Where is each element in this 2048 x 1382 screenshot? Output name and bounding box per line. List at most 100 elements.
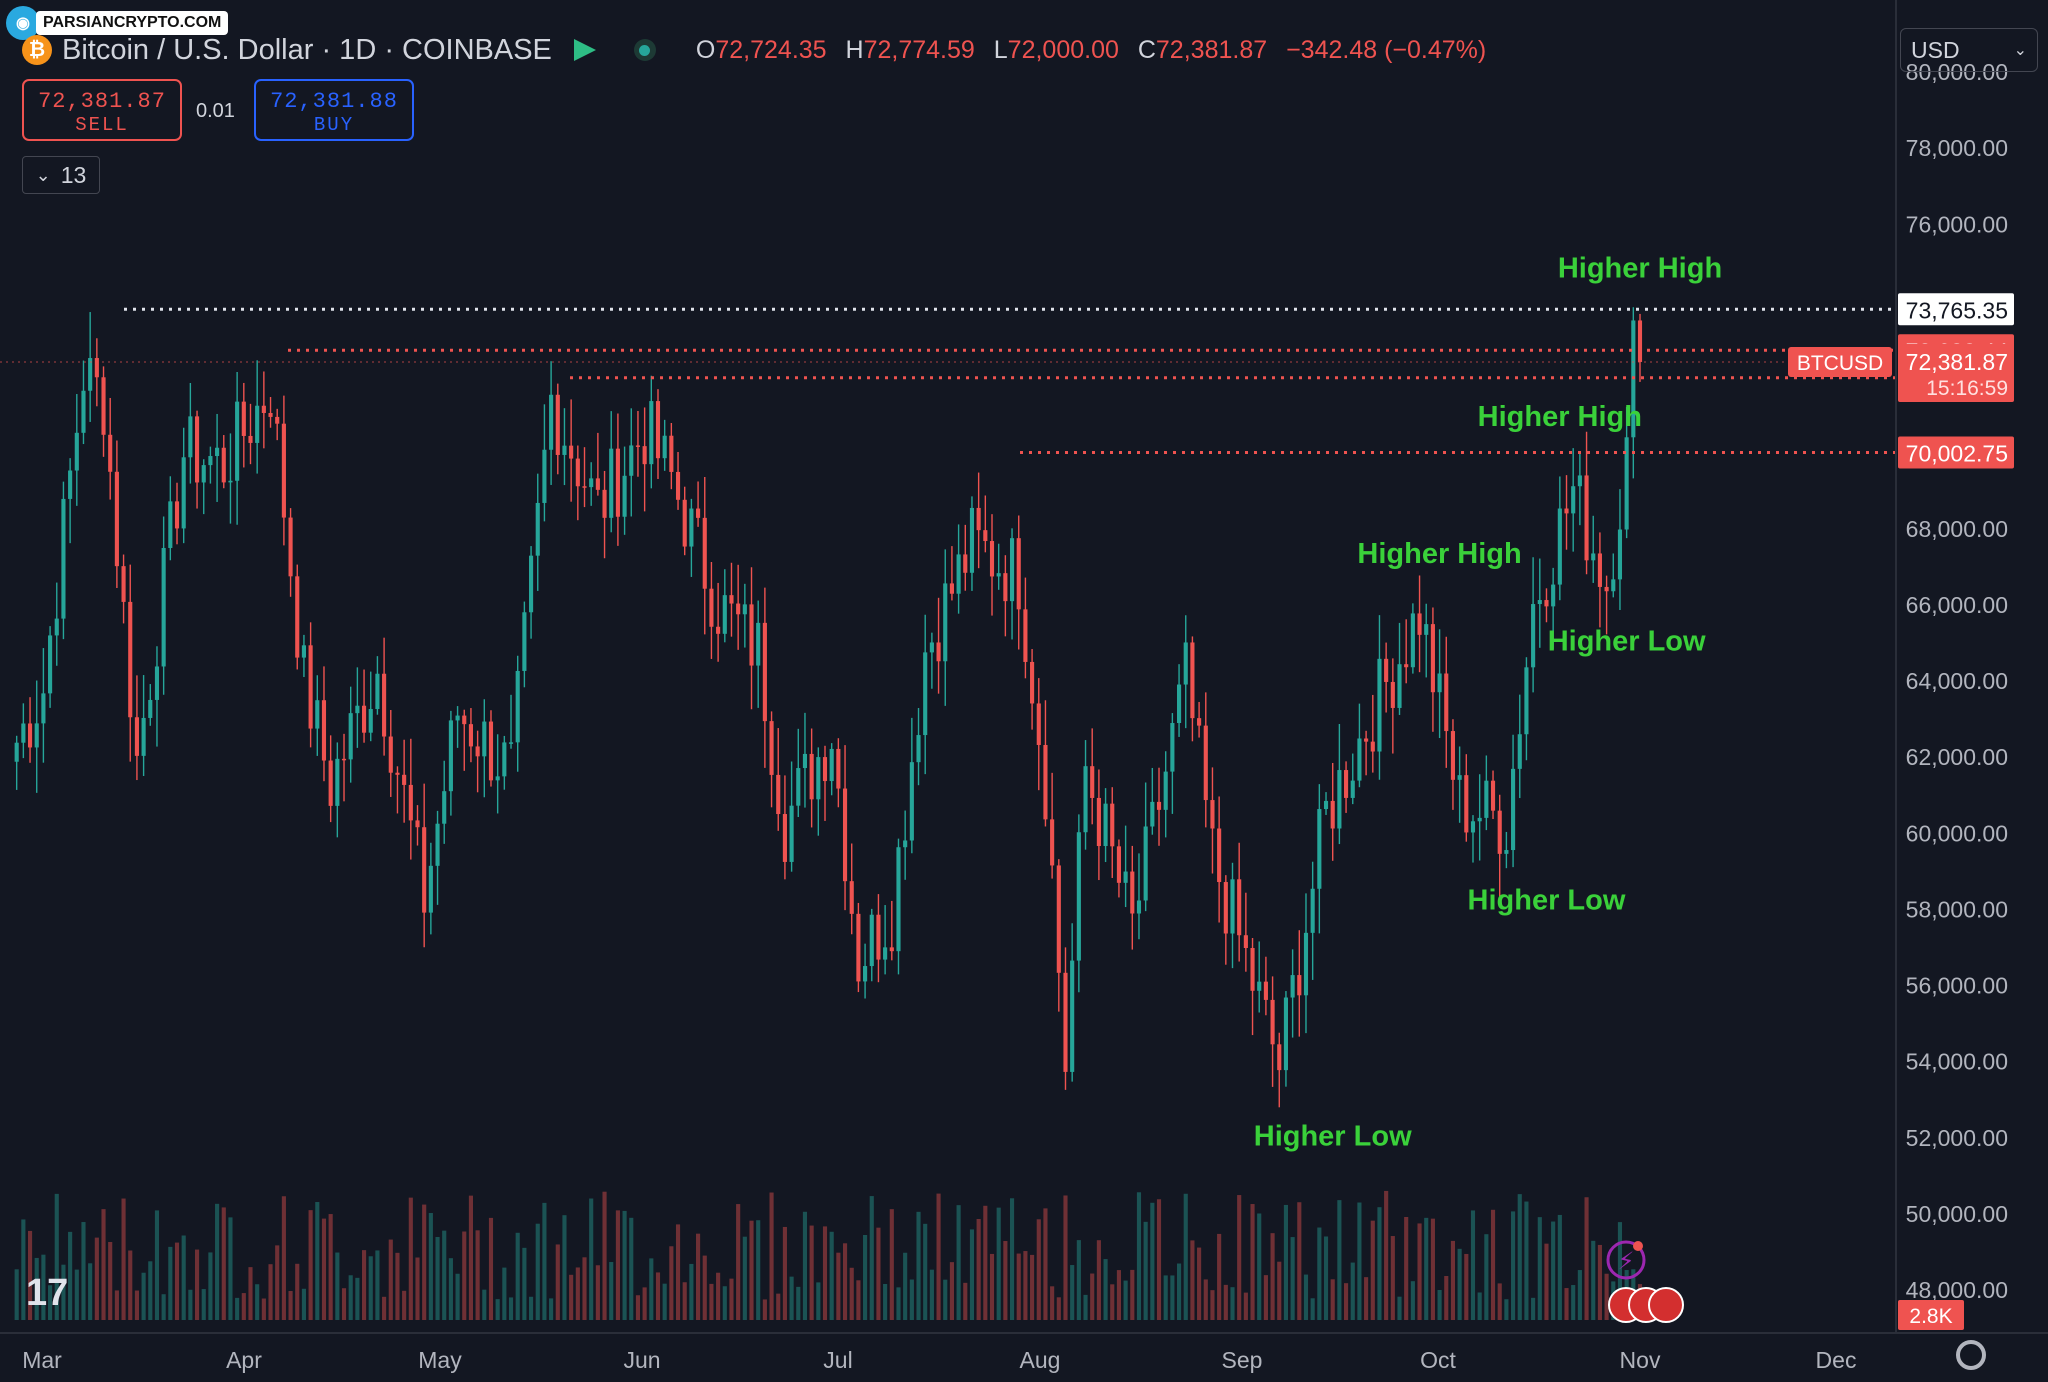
candle-body <box>61 498 66 619</box>
volume-bar <box>796 1286 801 1320</box>
volume-bar <box>1110 1284 1115 1320</box>
volume-bar <box>903 1252 908 1320</box>
currency-select[interactable]: USD ⌄ <box>1900 28 2038 72</box>
lightning-icon[interactable]: ⚡ <box>1618 1247 1635 1275</box>
volume-bar <box>1270 1233 1275 1320</box>
candle-body <box>1210 800 1215 829</box>
volume-bar <box>1584 1197 1589 1320</box>
countdown-label: 15:16:59 <box>1926 377 2008 400</box>
candle-body <box>495 776 500 781</box>
volume-bar <box>896 1287 901 1320</box>
volume-bar <box>1424 1217 1429 1320</box>
volume-bar <box>201 1289 206 1320</box>
price-levels <box>0 307 1896 455</box>
volume-bar <box>341 1288 347 1320</box>
volume-bar <box>856 1280 861 1320</box>
volume-bar <box>1063 1195 1068 1320</box>
candle-body <box>515 670 520 743</box>
event-markers[interactable]: ⚡ <box>1606 1240 1684 1323</box>
candle-body <box>1096 797 1101 847</box>
flag-icon[interactable] <box>573 39 596 61</box>
y-tick-label: 68,000.00 <box>1906 516 2008 542</box>
candle-body <box>689 508 694 547</box>
candle-body <box>141 717 146 756</box>
us-flag-icon[interactable] <box>1648 1287 1684 1323</box>
candle-body <box>1103 803 1108 847</box>
volume-bar <box>321 1218 327 1320</box>
volume-bar <box>923 1223 928 1320</box>
symbol-tag-bg <box>1788 346 1892 377</box>
x-tick-label: Oct <box>1420 1347 1456 1373</box>
volume-bar <box>161 1294 166 1320</box>
volume-bar <box>1290 1237 1295 1320</box>
volume-bar <box>1464 1253 1469 1320</box>
candle-body <box>321 700 327 761</box>
candle-body <box>348 713 353 760</box>
candle-body <box>1110 803 1115 847</box>
candle-body <box>161 547 166 667</box>
volume-bar <box>742 1236 747 1320</box>
candle-body <box>335 758 340 806</box>
candle-body <box>976 507 981 531</box>
volume-bar <box>1076 1240 1081 1320</box>
candle-body <box>782 814 787 862</box>
candle-body <box>408 784 413 821</box>
volume-bar <box>876 1227 881 1320</box>
symbol-title[interactable]: Bitcoin / U.S. Dollar · 1D · COINBASE <box>62 33 552 66</box>
volume-bars <box>14 1190 1643 1320</box>
volume-bar <box>569 1274 574 1320</box>
x-tick-label: Nov <box>1620 1347 1661 1373</box>
volume-bar <box>863 1234 868 1320</box>
candle-body <box>762 622 767 722</box>
candle-body <box>1344 770 1349 798</box>
candle-body <box>1390 681 1395 708</box>
sell-button[interactable]: 72,381.87 SELL <box>22 79 182 141</box>
volume-bar <box>301 1288 306 1320</box>
volume-bar <box>655 1272 661 1320</box>
volume-bar <box>575 1267 580 1320</box>
candle-body <box>729 595 734 604</box>
buy-button[interactable]: 72,381.88 BUY <box>254 79 414 141</box>
volume-bar <box>609 1262 614 1320</box>
market-status-icon[interactable] <box>633 39 656 61</box>
candle-body <box>1470 821 1476 833</box>
candle-body <box>1016 538 1021 610</box>
volume-bar <box>582 1257 587 1320</box>
volume-bar <box>702 1255 707 1320</box>
volume-bar <box>842 1243 848 1320</box>
candle-body <box>1384 658 1389 682</box>
volume-bar <box>849 1267 854 1320</box>
price-scale[interactable] <box>1896 0 2048 1382</box>
candle-body <box>1597 553 1602 587</box>
candle-body <box>756 622 761 666</box>
candle-body <box>1404 664 1409 668</box>
candle-body <box>1370 741 1375 752</box>
indicators-toggle-button[interactable]: ⌄ 13 <box>22 156 100 194</box>
level-price-label: 73,765.35 <box>1906 297 2008 323</box>
candle-body <box>889 947 894 952</box>
candle-body <box>923 652 928 736</box>
volume-bar <box>1130 1269 1135 1320</box>
candle-body <box>1357 738 1362 781</box>
volume-bar <box>782 1226 787 1320</box>
volume-bar <box>1310 1298 1315 1320</box>
gear-icon[interactable] <box>1956 1340 1986 1370</box>
low-label: L <box>993 35 1008 64</box>
volume-bar <box>308 1210 313 1320</box>
candle-body <box>462 715 467 725</box>
volume-bar <box>1444 1276 1449 1320</box>
volume-bar <box>936 1193 941 1320</box>
y-tick-label: 56,000.00 <box>1906 973 2008 999</box>
volume-bar <box>716 1272 721 1320</box>
volume-bar <box>495 1299 500 1320</box>
candle-body <box>615 448 620 517</box>
tradingview-logo-icon: 17 <box>26 1272 69 1314</box>
candle-body <box>428 865 433 913</box>
annotation-label: Higher Low <box>1468 884 1626 916</box>
volume-bar <box>1544 1243 1549 1320</box>
volume-bar <box>1390 1236 1395 1320</box>
candle-body <box>54 618 59 636</box>
volume-bar <box>1557 1214 1562 1320</box>
candle-body <box>361 705 367 733</box>
